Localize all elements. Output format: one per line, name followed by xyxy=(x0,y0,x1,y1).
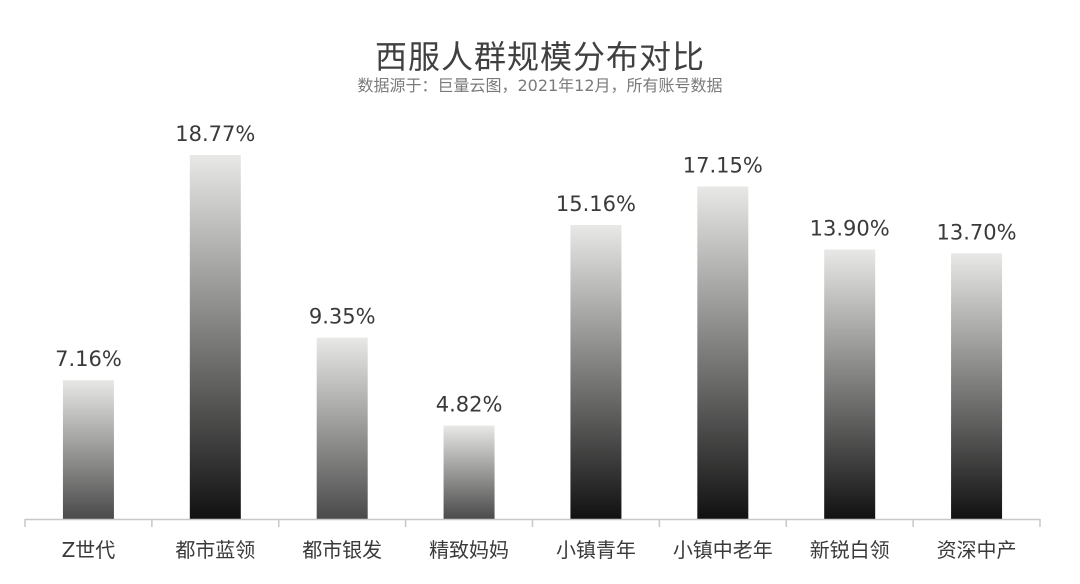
category-label-8: 资深中产 xyxy=(937,538,1017,562)
bar-5 xyxy=(570,225,622,520)
category-label-4: 精致妈妈 xyxy=(429,538,509,562)
bar-1 xyxy=(62,380,114,519)
value-label-4: 4.82% xyxy=(436,393,503,417)
value-label-7: 13.90% xyxy=(810,216,890,240)
value-labels-layer: 7.16% 18.77% 9.35% 4.82% 15.16% 17.15% 13.90% 1… xyxy=(55,122,1017,417)
category-labels-layer: Z世代 都市蓝领 都市银发 精致妈妈 小镇青年 小镇中老年 新锐白领 资深中产 xyxy=(62,538,1017,562)
value-label-5: 15.16% xyxy=(556,192,636,216)
bar-8 xyxy=(951,253,1003,519)
bars-layer xyxy=(62,155,1003,520)
category-label-7: 新锐白领 xyxy=(810,538,890,562)
value-label-3: 9.35% xyxy=(309,305,376,329)
bar-4 xyxy=(443,425,495,519)
category-label-5: 小镇青年 xyxy=(556,538,636,562)
chart-title: 西服人群规模分布对比 xyxy=(374,38,705,76)
value-label-6: 17.15% xyxy=(683,153,763,177)
chart-subtitle: 数据源于：巨量云图，2021年12月，所有账号数据 xyxy=(357,76,723,95)
bar-2 xyxy=(189,155,241,519)
bar-7 xyxy=(824,249,876,519)
bar-6 xyxy=(697,186,749,520)
value-label-2: 18.77% xyxy=(175,122,255,146)
bar-3 xyxy=(316,337,368,519)
x-axis xyxy=(24,518,1041,527)
category-label-6: 小镇中老年 xyxy=(673,538,773,562)
category-label-3: 都市银发 xyxy=(302,538,382,562)
category-label-1: Z世代 xyxy=(62,538,116,562)
value-label-8: 13.70% xyxy=(937,220,1017,244)
category-label-2: 都市蓝领 xyxy=(175,538,255,562)
value-label-1: 7.16% xyxy=(55,347,122,371)
